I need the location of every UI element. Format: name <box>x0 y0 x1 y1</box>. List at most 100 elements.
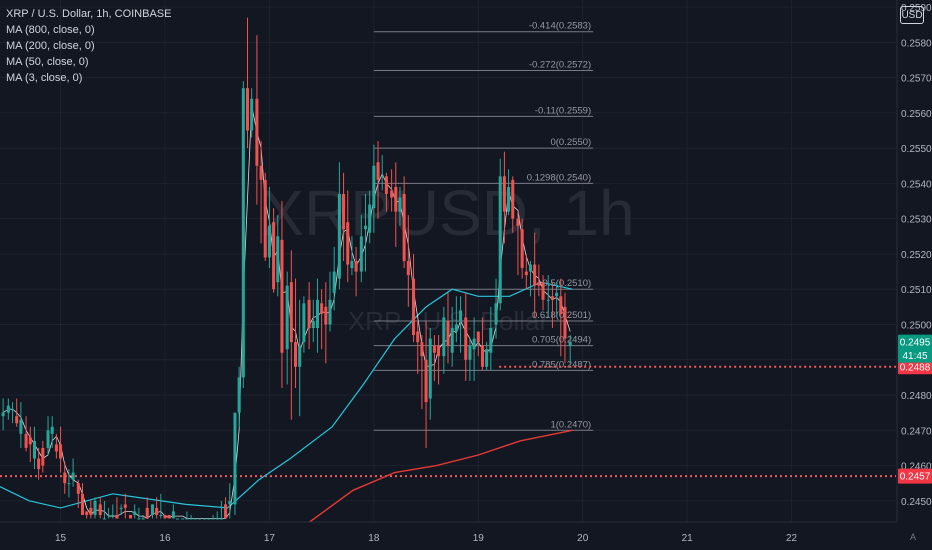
candle-body <box>568 342 572 346</box>
candle-body <box>524 271 528 276</box>
candle-body <box>203 518 207 520</box>
candle-body <box>167 514 171 519</box>
candle-body <box>255 98 259 166</box>
candle-body <box>11 409 15 411</box>
candle-body <box>119 507 123 509</box>
candle-body <box>533 264 537 286</box>
price-tick-label: 0.2530 <box>901 215 932 226</box>
candle-body <box>507 186 511 212</box>
candle-body <box>563 306 567 339</box>
candle-body <box>272 222 276 290</box>
horizontal-line-price-badge[interactable] <box>898 468 932 484</box>
candle-body <box>446 320 450 346</box>
candle-body <box>59 444 63 459</box>
candle-body <box>402 193 406 261</box>
candle-body <box>546 299 550 301</box>
price-tick-label: 0.2560 <box>901 109 932 120</box>
candle-body <box>193 518 197 520</box>
indicator-ma-50[interactable]: MA (50, close, 0) <box>6 56 89 68</box>
candle-body <box>32 440 36 459</box>
candle-body <box>102 518 106 520</box>
candle-body <box>280 239 284 353</box>
candle-body <box>250 98 254 131</box>
watermark-symbol: XRPUSD, 1h <box>261 177 634 249</box>
horizontal-lines[interactable] <box>0 365 896 478</box>
indicator-ma-200[interactable]: MA (200, close, 0) <box>6 40 95 52</box>
time-tick-label: 20 <box>577 533 589 544</box>
horizontal-line-price-badge[interactable] <box>898 359 932 375</box>
candle-body <box>185 518 189 520</box>
candle-body <box>390 190 394 198</box>
candle-body <box>63 472 67 484</box>
candle-body <box>28 437 32 445</box>
candle-body <box>472 338 476 350</box>
candle-body <box>394 186 398 212</box>
candle-body <box>298 345 302 367</box>
candle-body <box>15 416 19 424</box>
indicator-legend: XRP / U.S. Dollar, 1h, COINBASE MA (800,… <box>6 6 171 86</box>
indicator-ma-800[interactable]: MA (800, close, 0) <box>6 24 95 36</box>
price-tick-label: 0.2550 <box>901 144 932 155</box>
candle-body <box>41 447 45 466</box>
indicator-ma-3[interactable]: MA (3, close, 0) <box>6 72 83 84</box>
time-axis[interactable] <box>0 522 932 550</box>
candle-body <box>263 179 267 258</box>
candle-body <box>511 179 515 219</box>
time-tick-label: 18 <box>368 533 380 544</box>
candle-body <box>450 328 454 353</box>
candle-body <box>516 218 520 226</box>
candle-body <box>520 229 524 269</box>
candle-body <box>219 518 223 520</box>
auto-scale-button[interactable]: A <box>909 532 916 542</box>
current-price-badge[interactable] <box>898 334 932 363</box>
currency-button[interactable]: USD <box>900 6 924 24</box>
price-axis[interactable] <box>897 0 932 550</box>
candle-body <box>476 331 480 343</box>
fib-level-label: 0(0.2550) <box>550 137 591 148</box>
candle-body <box>115 514 119 519</box>
candle-body <box>368 204 372 233</box>
candles <box>1 17 572 520</box>
candle-body <box>302 303 306 343</box>
candle-body <box>294 342 298 367</box>
candle-body <box>237 377 241 413</box>
time-tick-label: 21 <box>682 533 694 544</box>
candle-body <box>320 303 324 314</box>
time-tick-label: 19 <box>473 533 485 544</box>
candle-body <box>24 433 28 448</box>
horizontal-line-price-badge-label: 0.2457 <box>900 472 931 483</box>
candle-body <box>76 483 80 494</box>
chart-title[interactable]: XRP / U.S. Dollar, 1h, COINBASE <box>6 8 172 20</box>
candle-body <box>342 193 346 230</box>
candle-body <box>71 472 75 480</box>
candle-body <box>412 278 416 336</box>
time-tick-label: 16 <box>159 533 171 544</box>
candle-body <box>137 518 141 520</box>
candle-body <box>359 236 363 272</box>
candle-body <box>233 412 237 505</box>
fib-level-label: -0.11(0.2559) <box>535 105 591 116</box>
candle-body <box>354 261 358 272</box>
candle-body <box>46 430 50 448</box>
candle-body <box>437 345 441 357</box>
candle-body <box>550 296 554 300</box>
countdown-label: 41:45 <box>902 351 927 362</box>
price-tick-label: 0.2460 <box>901 462 932 473</box>
candle-body <box>315 299 319 329</box>
candle-body <box>311 320 315 329</box>
candle-body <box>459 310 463 321</box>
candle-body <box>54 444 58 452</box>
candle-body <box>420 342 424 357</box>
candle-body <box>328 299 332 325</box>
candle-body <box>1 412 5 417</box>
candle-body <box>489 328 493 353</box>
candle-body <box>498 176 502 304</box>
candle-body <box>145 507 149 519</box>
candle-body <box>332 271 336 293</box>
candle-body <box>123 504 127 508</box>
candle-body <box>528 264 533 272</box>
candle-body <box>285 285 289 350</box>
fib-level-label: 1(0.2470) <box>550 419 591 430</box>
candle-body <box>163 514 167 519</box>
